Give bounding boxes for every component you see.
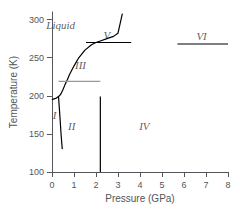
svg-text:6: 6	[181, 180, 186, 190]
svg-text:100: 100	[29, 167, 44, 177]
svg-text:200: 200	[29, 91, 44, 101]
svg-text:Temperature (K): Temperature (K)	[8, 56, 19, 128]
svg-text:1: 1	[71, 180, 76, 190]
svg-text:II: II	[67, 120, 77, 132]
svg-text:I: I	[52, 109, 58, 121]
svg-text:5: 5	[159, 180, 164, 190]
svg-text:IV: IV	[138, 120, 151, 132]
svg-text:250: 250	[29, 53, 44, 63]
svg-text:Pressure (GPa): Pressure (GPa)	[105, 193, 174, 204]
svg-text:III: III	[74, 59, 87, 71]
svg-text:V: V	[103, 28, 111, 41]
svg-text:Liquid: Liquid	[45, 19, 75, 31]
svg-text:8: 8	[225, 180, 230, 190]
svg-text:4: 4	[137, 180, 142, 190]
svg-text:3: 3	[115, 180, 120, 190]
svg-text:0: 0	[49, 180, 54, 190]
svg-text:2: 2	[93, 180, 98, 190]
svg-text:7: 7	[203, 180, 208, 190]
svg-text:150: 150	[29, 129, 44, 139]
svg-text:VI: VI	[196, 30, 208, 42]
svg-text:300: 300	[29, 15, 44, 25]
